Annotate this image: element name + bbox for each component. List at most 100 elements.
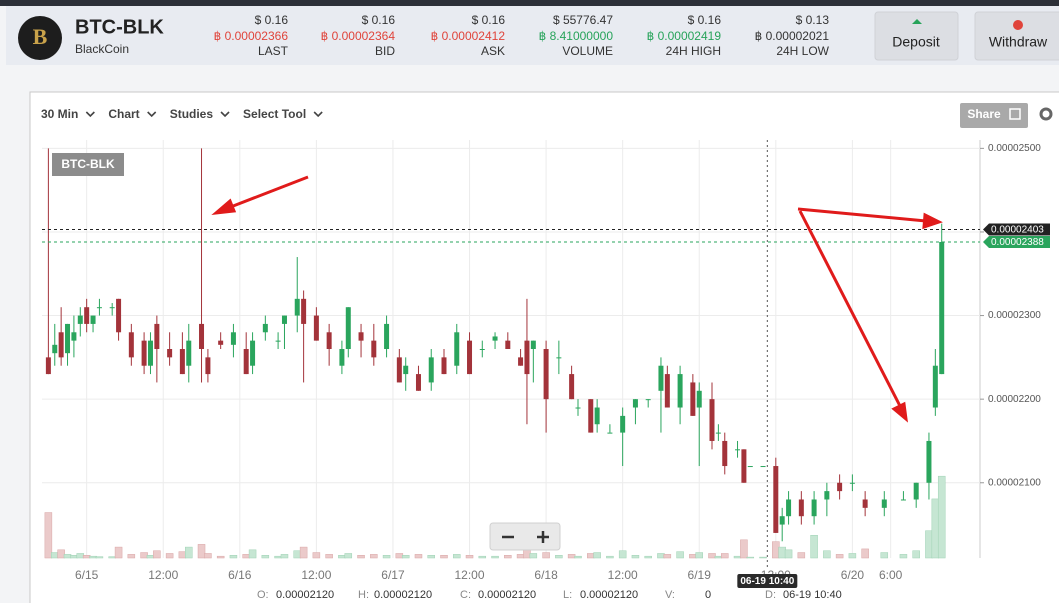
volume-bar — [89, 555, 97, 559]
candle-body — [588, 399, 594, 433]
candle-body — [313, 315, 319, 341]
volume-bar — [491, 555, 499, 559]
candle-body — [543, 349, 549, 400]
deposit-label[interactable]: Deposit — [892, 34, 940, 50]
volume-bar — [82, 555, 91, 559]
candle-body — [65, 323, 71, 354]
footer-key: H: — [358, 589, 369, 601]
arrow — [797, 207, 927, 223]
candle-body — [218, 340, 224, 345]
footer-value: 0.00002120 — [374, 589, 432, 601]
candle-body — [594, 407, 600, 425]
stat-label: BID — [375, 44, 395, 58]
price-tag-label: 0.00002403 — [991, 225, 1044, 236]
volume-bar — [663, 554, 672, 559]
volume-bar — [453, 554, 461, 559]
candle-body — [275, 340, 281, 342]
volume-bar — [70, 555, 78, 559]
candle-body — [575, 407, 581, 409]
candle-body — [358, 332, 364, 341]
volume-bar — [695, 552, 703, 559]
footer-value: 0 — [705, 589, 711, 601]
stat-btc: ฿ 0.00002364 — [321, 29, 396, 43]
volume-bar — [759, 556, 767, 559]
stat-label: LAST — [258, 44, 289, 58]
symbol-box — [52, 153, 124, 176]
toolbar-item[interactable]: Studies — [170, 107, 214, 121]
stat-btc: ฿ 0.00002412 — [431, 29, 506, 43]
footer-value: 06-19 10:40 — [783, 589, 842, 601]
deposit-button[interactable] — [874, 11, 959, 61]
volume-bar — [523, 549, 531, 559]
candle-body — [735, 449, 741, 451]
candle-body — [243, 349, 249, 375]
toolbar-item[interactable]: 30 Min — [41, 107, 78, 121]
volume-bar — [937, 475, 946, 559]
candle-body — [403, 365, 409, 375]
volume-bar — [504, 555, 512, 559]
x-tick-label: 6/18 — [534, 568, 558, 582]
crosshair-tag — [737, 574, 798, 588]
toolbar-item[interactable]: Select Tool — [243, 107, 306, 121]
volume-bar — [912, 550, 920, 559]
volume-bar — [382, 555, 391, 559]
candle-body — [281, 315, 287, 324]
settings-icon[interactable] — [1039, 107, 1053, 121]
candle-body — [798, 499, 804, 517]
dropdown-chevron — [313, 111, 323, 118]
candle-body — [722, 440, 728, 467]
candle-body — [862, 499, 868, 508]
volume-bar — [644, 555, 652, 559]
volume-bar — [57, 549, 65, 559]
volume-bar — [299, 546, 308, 559]
arrowhead — [891, 401, 908, 423]
footer-key: O: — [257, 589, 269, 601]
candle-body — [371, 340, 377, 358]
volume-bar — [248, 549, 257, 559]
volume-bar — [516, 554, 525, 559]
candle-body — [167, 349, 173, 358]
dropdown-chevron — [147, 111, 157, 118]
crosshair-label: 06-19 10:40 — [740, 576, 794, 587]
symbol-label: BTC-BLK — [61, 157, 115, 171]
candle-body — [154, 323, 160, 349]
withdraw-button[interactable] — [974, 11, 1059, 61]
candle-body — [760, 466, 766, 468]
volume-bar — [740, 539, 748, 559]
volume-bar — [357, 555, 365, 559]
volume-bar — [618, 550, 627, 559]
footer: O: 0.00002120 H: 0.00002120 C: 0.00002120 L: 0.… — [257, 589, 842, 601]
footer-key: L: — [563, 589, 572, 601]
stat-label: 24H HIGH — [666, 44, 721, 58]
volume-bar — [427, 555, 435, 559]
candle-body — [186, 340, 192, 366]
withdraw-label[interactable]: Withdraw — [989, 34, 1048, 50]
plot: 0.000021000.000022000.000023000.00002400… — [42, 140, 1050, 588]
volume-bar — [395, 553, 404, 559]
candle-body — [900, 499, 906, 501]
candle-body — [632, 399, 638, 408]
candle-body — [881, 499, 887, 508]
candle-body — [773, 466, 779, 533]
volume-bar — [542, 552, 550, 559]
arrowhead — [922, 212, 943, 230]
candle-body — [849, 482, 855, 484]
candle-body — [205, 357, 211, 375]
candle-body — [607, 432, 613, 434]
volume-bar — [229, 555, 238, 559]
candle-body — [690, 382, 696, 416]
toolbar-item[interactable]: Chart — [108, 107, 139, 121]
volume-bar — [784, 549, 793, 559]
candle-body — [147, 340, 153, 366]
stat-label: ASK — [481, 44, 505, 58]
candle-body — [645, 399, 651, 401]
share-label[interactable]: Share — [967, 107, 1001, 121]
x-tick-label: 6:00 — [879, 568, 903, 582]
candle-body — [45, 357, 51, 375]
stat-usd: $ 0.16 — [472, 13, 506, 27]
candle-body — [932, 365, 938, 408]
stat-btc: ฿ 0.00002021 — [755, 29, 830, 43]
volume-bar — [689, 554, 697, 559]
price-tag — [983, 223, 1050, 236]
